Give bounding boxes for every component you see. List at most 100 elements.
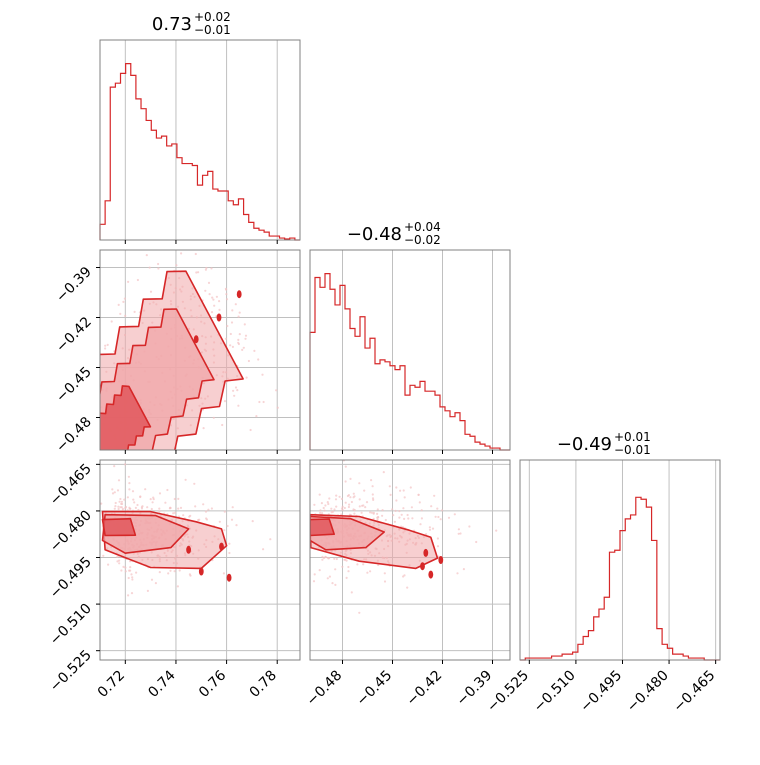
sample-point xyxy=(313,503,316,506)
sample-point xyxy=(238,333,241,336)
contour-island xyxy=(420,562,425,571)
sample-point xyxy=(119,497,122,501)
panel-frame xyxy=(99,39,301,241)
panel-background xyxy=(520,460,720,660)
sample-point xyxy=(113,507,116,510)
sample-point xyxy=(107,563,110,566)
sample-point xyxy=(383,580,387,583)
sample-point xyxy=(358,498,361,501)
sample-point xyxy=(312,580,316,583)
sample-point xyxy=(162,451,164,453)
title-value: 0.73 xyxy=(152,14,192,35)
sample-point xyxy=(226,524,229,528)
sample-point xyxy=(251,520,254,523)
sample-point xyxy=(213,304,216,307)
sample-point xyxy=(350,500,353,504)
sample-point xyxy=(194,505,197,508)
x-tick-label: −0.510 xyxy=(531,668,579,716)
sample-point xyxy=(437,515,440,519)
sample-point xyxy=(205,518,209,521)
sample-point xyxy=(326,577,329,580)
sample-point xyxy=(425,533,428,536)
sample-point xyxy=(321,511,324,515)
sample-point xyxy=(234,303,237,306)
sample-point xyxy=(439,518,442,521)
sample-point xyxy=(241,348,244,351)
y-tick-label: −0.42 xyxy=(53,314,95,356)
sample-point xyxy=(433,494,436,497)
sample-point xyxy=(74,407,76,409)
sample-point xyxy=(348,503,351,506)
contour-island xyxy=(428,570,434,579)
sample-point xyxy=(334,568,337,571)
sample-point xyxy=(102,554,105,557)
sample-point xyxy=(85,444,87,446)
sample-point xyxy=(71,406,73,408)
contour-island xyxy=(219,542,224,551)
sample-point xyxy=(179,506,183,509)
sample-point xyxy=(157,262,160,266)
sample-point xyxy=(370,511,373,514)
sample-point xyxy=(205,266,208,270)
sample-point xyxy=(447,516,451,519)
sample-point xyxy=(409,486,412,489)
sample-point xyxy=(255,415,258,418)
sample-point xyxy=(174,511,177,514)
sample-point xyxy=(340,497,343,500)
sample-point xyxy=(347,570,350,573)
sample-point xyxy=(122,565,125,569)
sample-point xyxy=(175,264,178,267)
sample-point xyxy=(328,497,331,500)
sample-point xyxy=(406,586,409,589)
sample-point xyxy=(197,518,200,522)
sample-point xyxy=(83,440,85,442)
sample-point xyxy=(381,509,384,512)
sample-point xyxy=(119,312,122,315)
sample-point xyxy=(230,518,234,521)
sample-point xyxy=(202,427,205,430)
sample-point xyxy=(131,578,134,581)
y-tick-label: −0.45 xyxy=(53,364,95,406)
sample-point xyxy=(338,495,341,498)
sample-point xyxy=(362,563,365,566)
sample-point xyxy=(74,455,76,457)
sample-point xyxy=(352,508,355,511)
sample-point xyxy=(456,572,459,575)
sample-point xyxy=(176,585,179,588)
title-plus-error: +0.01 xyxy=(614,430,651,444)
sample-point xyxy=(211,296,214,299)
panel-title-0: 0.73 +0.02−0.01 xyxy=(152,10,231,37)
sample-point xyxy=(376,512,379,516)
title-value: −0.48 xyxy=(347,224,402,245)
sample-point xyxy=(400,513,403,516)
sample-point xyxy=(395,486,398,489)
histogram-0 xyxy=(99,63,300,241)
sample-point xyxy=(158,510,161,513)
sample-point xyxy=(457,532,460,535)
sample-point xyxy=(322,506,325,510)
sample-point xyxy=(362,504,365,507)
sample-point xyxy=(371,485,374,488)
sample-point xyxy=(237,338,240,341)
sample-point xyxy=(202,503,205,506)
sample-point xyxy=(275,389,278,392)
sample-point xyxy=(376,518,379,521)
sample-point xyxy=(95,387,97,389)
sample-point xyxy=(169,569,172,572)
sample-point xyxy=(94,385,96,387)
sample-point xyxy=(157,267,160,270)
sample-point xyxy=(244,334,248,337)
panel-background xyxy=(100,40,300,240)
sample-point xyxy=(403,574,406,577)
sample-point xyxy=(333,508,336,511)
panel-background xyxy=(310,250,510,450)
sample-point xyxy=(106,343,109,346)
sample-point xyxy=(229,344,232,347)
sample-point xyxy=(96,393,98,395)
sample-point xyxy=(276,406,279,409)
sample-point xyxy=(371,497,375,500)
sample-point xyxy=(372,517,375,521)
sample-point xyxy=(179,245,181,247)
sample-point xyxy=(159,450,161,452)
sample-point xyxy=(92,440,94,442)
